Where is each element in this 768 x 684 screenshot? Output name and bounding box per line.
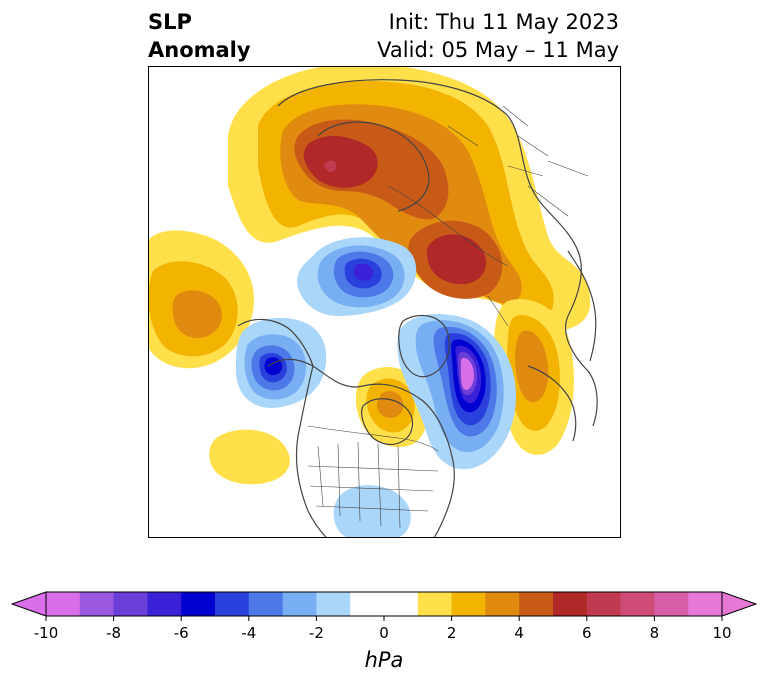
colorbar-tick-label: 2 xyxy=(447,624,457,642)
negative-anomaly-greenland-core xyxy=(460,357,474,390)
colorbar-tick-label: -6 xyxy=(174,624,189,642)
colorbar-bin xyxy=(586,592,622,616)
boundary-asia xyxy=(487,160,589,327)
colorbar-tick-label: -4 xyxy=(241,624,256,642)
colorbar: -10 -8 -6 -4 -2 0 2 4 6 8 10 hPa xyxy=(10,591,758,672)
map-subtitle: Init: Thu 11 May 2023 Valid: 05 May – 11… xyxy=(377,8,619,64)
positive-anomaly-siberia-core xyxy=(426,234,487,285)
positive-anomaly-ural-peak xyxy=(324,160,337,173)
slp-anomaly-map xyxy=(148,66,621,538)
coastline-alaska xyxy=(237,318,314,367)
negative-anomaly-arctic-core xyxy=(353,263,374,281)
colorbar-bin xyxy=(485,592,520,616)
colorbar-tick-label: 0 xyxy=(379,624,389,642)
coastlines xyxy=(237,79,598,538)
colorbar-bin xyxy=(451,592,486,616)
colorbar-bin xyxy=(181,592,216,616)
colorbar-bin xyxy=(553,592,588,616)
init-date: Init: Thu 11 May 2023 xyxy=(388,10,619,34)
coastline-scandinavia xyxy=(317,121,430,212)
colorbar-bin xyxy=(113,592,148,616)
positive-anomaly-hudson-core xyxy=(376,391,404,418)
coastline-greenland xyxy=(398,314,450,378)
map-frame xyxy=(148,66,621,538)
colorbar-bin xyxy=(519,592,554,616)
boundary-us-states-2 xyxy=(307,465,439,512)
positive-anomaly-west-pacific xyxy=(209,429,290,485)
colorbar-tick-label: 6 xyxy=(582,624,592,642)
negative-anomaly-southeast-us xyxy=(333,485,411,538)
coastline-eurasia xyxy=(277,79,598,427)
colorbar-tick-label: -8 xyxy=(106,624,121,642)
colorbar-bin xyxy=(316,592,351,616)
colorbar-bin xyxy=(46,592,81,616)
colorbar-over-arrow xyxy=(721,591,758,617)
colorbar-ticks: -10 -8 -6 -4 -2 0 2 4 6 8 10 xyxy=(34,616,732,642)
coastline-hudson-bay xyxy=(361,398,413,445)
colorbar-bin xyxy=(350,592,385,616)
map-title: SLP Anomaly xyxy=(148,8,251,64)
colorbar-tick-label: 10 xyxy=(712,624,731,642)
colorbar-bin xyxy=(384,592,419,616)
colorbar-tick-label: -10 xyxy=(34,624,59,642)
boundary-russia xyxy=(387,185,509,267)
colorbar-bin xyxy=(147,592,182,616)
title-line-2: Anomaly xyxy=(148,38,251,62)
boundary-us-canada xyxy=(307,425,439,452)
colorbar-bin xyxy=(79,592,115,616)
positive-anomaly-pacific-3 xyxy=(172,290,222,339)
positive-anomaly-ural-core xyxy=(303,135,378,188)
colorbar-bin xyxy=(688,592,723,616)
colorbar-tick-label: -2 xyxy=(309,624,324,642)
title-line-1: SLP xyxy=(148,10,192,34)
coastline-west-coast xyxy=(295,365,328,538)
colorbar-bins xyxy=(46,592,723,616)
colorbar-unit: hPa xyxy=(365,648,404,672)
valid-range: Valid: 05 May – 11 May xyxy=(377,38,619,62)
political-boundaries xyxy=(307,105,589,529)
colorbar-tick-label: 4 xyxy=(514,624,524,642)
colorbar-bin xyxy=(248,592,284,616)
positive-anomaly-europe-3 xyxy=(515,330,549,403)
colorbar-bin xyxy=(215,592,250,616)
colorbar-tick-label: 8 xyxy=(650,624,660,642)
colorbar-bin xyxy=(620,592,655,616)
boundary-us-states-1 xyxy=(317,441,401,529)
positive-anomaly-barents xyxy=(404,173,441,199)
coastline-east-asia xyxy=(567,250,597,362)
negative-anomaly-alaska-core xyxy=(264,357,283,376)
boundary-europe xyxy=(447,105,549,177)
colorbar-bin xyxy=(654,592,689,616)
colorbar-bin xyxy=(282,592,317,616)
coastline-mediterranean xyxy=(527,365,577,442)
colorbar-bin xyxy=(417,592,453,616)
colorbar-under-arrow xyxy=(10,591,47,617)
